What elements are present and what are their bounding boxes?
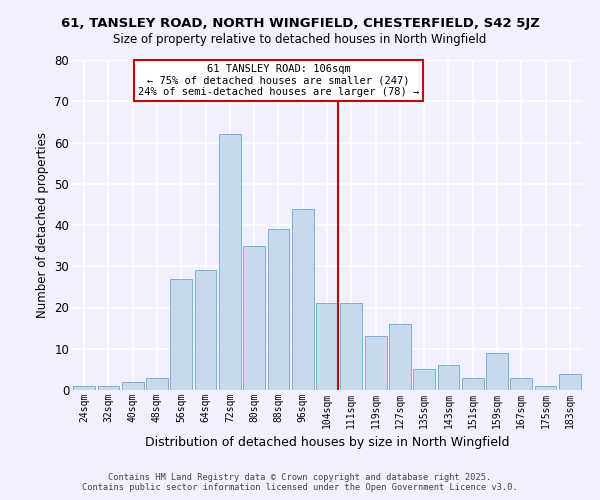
Bar [511, 378, 532, 390]
Bar [194, 270, 217, 390]
Bar [486, 353, 508, 390]
Bar [462, 378, 484, 390]
Bar [268, 229, 289, 390]
Text: 61 TANSLEY ROAD: 106sqm
← 75% of detached houses are smaller (247)
24% of semi-d: 61 TANSLEY ROAD: 106sqm ← 75% of detache… [138, 64, 419, 98]
Bar [316, 304, 338, 390]
Text: Size of property relative to detached houses in North Wingfield: Size of property relative to detached ho… [113, 32, 487, 46]
Bar [437, 365, 460, 390]
Bar [122, 382, 143, 390]
X-axis label: Distribution of detached houses by size in North Wingfield: Distribution of detached houses by size … [145, 436, 509, 450]
Bar [389, 324, 411, 390]
Y-axis label: Number of detached properties: Number of detached properties [36, 132, 49, 318]
Bar [243, 246, 265, 390]
Bar [559, 374, 581, 390]
Bar [413, 370, 435, 390]
Bar [97, 386, 119, 390]
Bar [73, 386, 95, 390]
Text: Contains HM Land Registry data © Crown copyright and database right 2025.
Contai: Contains HM Land Registry data © Crown c… [82, 473, 518, 492]
Bar [292, 208, 314, 390]
Bar [365, 336, 386, 390]
Bar [170, 278, 192, 390]
Bar [146, 378, 168, 390]
Bar [219, 134, 241, 390]
Bar [535, 386, 556, 390]
Text: 61, TANSLEY ROAD, NORTH WINGFIELD, CHESTERFIELD, S42 5JZ: 61, TANSLEY ROAD, NORTH WINGFIELD, CHEST… [61, 18, 539, 30]
Bar [340, 304, 362, 390]
